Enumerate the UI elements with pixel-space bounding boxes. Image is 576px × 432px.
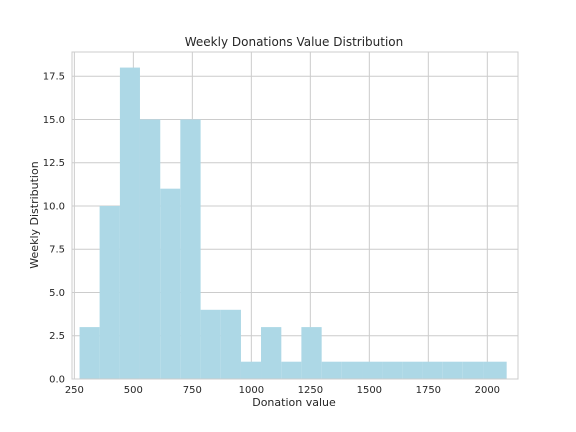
plot-frame (71, 51, 519, 380)
y-tick-label: 7.5 (49, 245, 65, 256)
histogram-bar (79, 327, 100, 379)
x-tick-label: 1000 (239, 385, 264, 396)
histogram-bar (119, 67, 140, 380)
histogram-bar (462, 361, 484, 379)
x-axis-ticks: 250 500 750 1000 1250 1500 1750 2000 (65, 385, 500, 396)
histogram-bar (99, 205, 120, 379)
histogram-bar (442, 361, 463, 379)
histogram-bar (321, 361, 342, 379)
histogram-bar (261, 327, 282, 379)
histogram-bar (301, 327, 322, 379)
histogram-bar (422, 361, 443, 379)
histogram-bar (160, 188, 181, 379)
y-tick-label: 2.5 (49, 331, 65, 342)
y-axis-ticks: 0.0 2.5 5.0 7.5 10.0 12.5 15.0 17.5 (43, 72, 65, 386)
histogram-bar (402, 361, 423, 379)
histogram-bar (200, 309, 221, 379)
y-tick-label: 0.0 (49, 375, 65, 386)
histogram-bar (362, 361, 383, 379)
x-tick-label: 1500 (357, 385, 382, 396)
chart-title: Weekly Donations Value Distribution (185, 35, 404, 49)
x-axis-label: Donation value (252, 396, 336, 409)
histogram-bar (180, 119, 201, 379)
histogram-bars (79, 67, 507, 380)
y-tick-label: 12.5 (43, 158, 65, 169)
histogram-bar (341, 361, 363, 379)
x-tick-label: 2000 (475, 385, 500, 396)
y-tick-label: 17.5 (43, 72, 65, 83)
histogram-bar (220, 309, 241, 379)
y-tick-label: 5.0 (49, 288, 65, 299)
y-axis-label: Weekly Distribution (28, 161, 41, 268)
x-tick-label: 1750 (416, 385, 441, 396)
histogram-bar (281, 361, 302, 379)
x-tick-label: 750 (183, 385, 202, 396)
x-tick-label: 1250 (298, 385, 323, 396)
histogram-bar (240, 361, 262, 379)
x-tick-label: 250 (65, 385, 84, 396)
histogram-bar (483, 361, 507, 379)
y-tick-label: 15.0 (43, 115, 65, 126)
histogram-bar (139, 119, 161, 379)
y-tick-label: 10.0 (43, 201, 65, 212)
x-tick-label: 500 (124, 385, 143, 396)
histogram-bar (382, 361, 403, 379)
